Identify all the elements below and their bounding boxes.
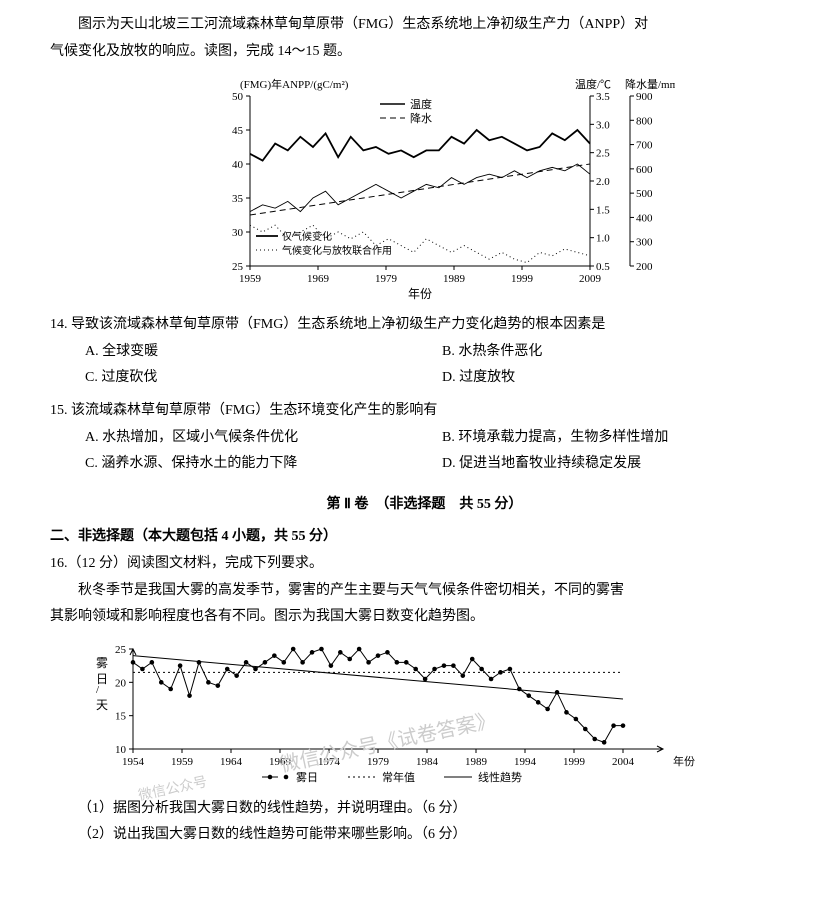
svg-text:800: 800 xyxy=(636,115,653,127)
svg-text:1994: 1994 xyxy=(514,756,537,768)
svg-text:降水: 降水 xyxy=(410,111,432,125)
svg-text:1974: 1974 xyxy=(318,756,341,768)
chart1-wrapper: 25 30 35 40 45 50(FMG)年ANPP/(gC/m²) 0.5 1.0 1.5 2… xyxy=(50,71,799,306)
svg-text:(FMG)年ANPP/(gC/m²): (FMG)年ANPP/(gC/m²) xyxy=(240,77,349,91)
svg-text:45: 45 xyxy=(232,125,244,137)
svg-text:1959: 1959 xyxy=(239,273,262,285)
q15-B: B. 环境承载力提高，生物多样性增加 xyxy=(442,425,799,452)
q14-stem: 14. 导致该流域森林草甸草原带（FMG）生态系统地上净初级生产力变化趋势的根本… xyxy=(50,312,799,339)
svg-text:温度/℃: 温度/℃ xyxy=(575,77,611,91)
q16-para2: 其影响领域和影响程度也各有不同。图示为我国大雾日数变化趋势图。 xyxy=(50,604,799,631)
svg-text:1964: 1964 xyxy=(220,756,243,768)
q16-sub2: （2）说出我国大雾日数的线性趋势可能带来哪些影响。（6 分） xyxy=(50,822,799,849)
intro-line1: 图示为天山北坡三工河流域森林草甸草原带（FMG）生态系统地上净初级生产力（ANP… xyxy=(50,12,799,39)
q15-A: A. 水热增加，区域小气候条件优化 xyxy=(85,425,442,452)
svg-text:0.5: 0.5 xyxy=(596,261,610,273)
svg-text:年份: 年份 xyxy=(673,754,695,768)
svg-text:线性趋势: 线性趋势 xyxy=(478,770,522,784)
svg-text:10: 10 xyxy=(115,744,127,756)
svg-text:35: 35 xyxy=(232,193,244,205)
svg-text:2004: 2004 xyxy=(612,756,635,768)
svg-text:1979: 1979 xyxy=(367,756,390,768)
section2-title: 第 Ⅱ 卷 （非选择题 共 55 分） xyxy=(50,492,799,519)
svg-text:25: 25 xyxy=(115,644,127,656)
svg-text:3.0: 3.0 xyxy=(596,120,610,132)
svg-text:降水量/mm: 降水量/mm xyxy=(625,77,675,91)
svg-text:1954: 1954 xyxy=(122,756,145,768)
svg-text:200: 200 xyxy=(636,261,653,273)
svg-text:常年值: 常年值 xyxy=(382,770,415,784)
svg-text:1.5: 1.5 xyxy=(596,205,610,217)
svg-text:20: 20 xyxy=(115,677,127,689)
q15-C: C. 涵养水源、保持水土的能力下降 xyxy=(85,451,442,478)
chart1-svg: 25 30 35 40 45 50(FMG)年ANPP/(gC/m²) 0.5 1.0 1.5 2… xyxy=(175,71,675,306)
q14-A: A. 全球变暖 xyxy=(85,339,442,366)
section2-heading: 二、非选择题（本大题包括 4 小题，共 55 分） xyxy=(50,524,799,551)
q16-para1: 秋冬季节是我国大雾的高发季节，雾害的产生主要与天气气候条件密切相关，不同的雾害 xyxy=(50,578,799,605)
svg-text:2.5: 2.5 xyxy=(596,148,610,160)
svg-text:15: 15 xyxy=(115,710,127,722)
svg-text:1969: 1969 xyxy=(307,273,330,285)
svg-text:1984: 1984 xyxy=(416,756,439,768)
svg-text:雾日: 雾日 xyxy=(296,771,318,784)
svg-text:40: 40 xyxy=(232,159,244,171)
svg-text:2009: 2009 xyxy=(579,273,602,285)
chart2-wrapper: 10152025雾日/天1954195919641969197419791984… xyxy=(78,637,799,792)
svg-text:900: 900 xyxy=(636,91,653,103)
svg-text:1979: 1979 xyxy=(375,273,398,285)
intro-line2: 气候变化及放牧的响应。读图，完成 14～15 题。 xyxy=(50,39,799,66)
svg-text:30: 30 xyxy=(232,227,244,239)
svg-text:300: 300 xyxy=(636,237,653,249)
q16-stem: 16.（12 分）阅读图文材料，完成下列要求。 xyxy=(50,551,799,578)
svg-text:仅气候变化: 仅气候变化 xyxy=(282,230,332,243)
svg-text:气候变化与放牧联合作用: 气候变化与放牧联合作用 xyxy=(282,244,392,257)
svg-text:3.5: 3.5 xyxy=(596,91,610,103)
svg-text:600: 600 xyxy=(636,164,653,176)
svg-text:25: 25 xyxy=(232,261,244,273)
svg-text:1989: 1989 xyxy=(443,273,466,285)
svg-text:温度: 温度 xyxy=(410,97,432,111)
svg-text:1.0: 1.0 xyxy=(596,233,610,245)
svg-text:天: 天 xyxy=(96,698,108,712)
svg-text:500: 500 xyxy=(636,188,653,200)
svg-text:400: 400 xyxy=(636,213,653,225)
svg-text:年份: 年份 xyxy=(407,287,431,301)
q16-sub: （1）据图分析我国大雾日数的线性趋势，并说明理由。（6 分） （2）说出我国大雾… xyxy=(50,796,799,849)
svg-text:50: 50 xyxy=(232,91,244,103)
q14-B: B. 水热条件恶化 xyxy=(442,339,799,366)
svg-text:雾: 雾 xyxy=(96,656,108,670)
svg-text:2.0: 2.0 xyxy=(596,176,610,188)
q15-options: A. 水热增加，区域小气候条件优化 B. 环境承载力提高，生物多样性增加 C. … xyxy=(50,425,799,478)
svg-text:1959: 1959 xyxy=(171,756,194,768)
chart2-svg: 10152025雾日/天1954195919641969197419791984… xyxy=(78,637,718,792)
svg-text:1989: 1989 xyxy=(465,756,488,768)
svg-text:1969: 1969 xyxy=(269,756,292,768)
svg-text:1999: 1999 xyxy=(511,273,534,285)
svg-text:1999: 1999 xyxy=(563,756,586,768)
q14-options: A. 全球变暖 B. 水热条件恶化 C. 过度砍伐 D. 过度放牧 xyxy=(50,339,799,392)
q16-sub1: （1）据图分析我国大雾日数的线性趋势，并说明理由。（6 分） xyxy=(50,796,799,823)
q15-D: D. 促进当地畜牧业持续稳定发展 xyxy=(442,451,799,478)
q15-stem: 15. 该流域森林草甸草原带（FMG）生态环境变化产生的影响有 xyxy=(50,398,799,425)
q14-C: C. 过度砍伐 xyxy=(85,365,442,392)
q14-D: D. 过度放牧 xyxy=(442,365,799,392)
svg-text:700: 700 xyxy=(636,140,653,152)
